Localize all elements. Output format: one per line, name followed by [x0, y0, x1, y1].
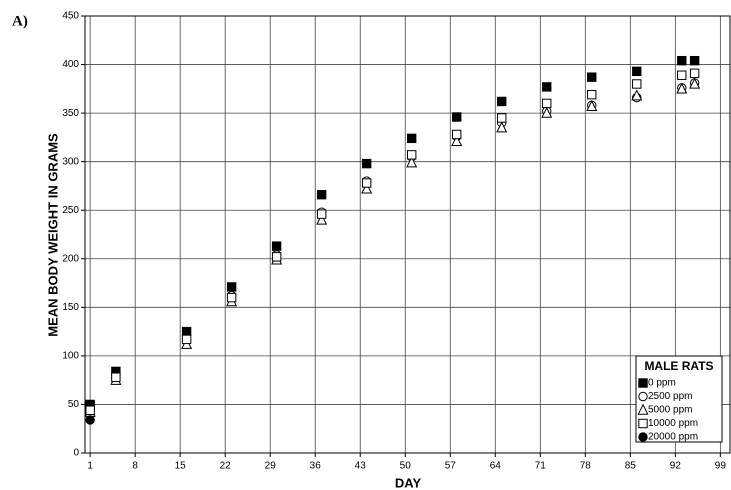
- y-tick-label: 0: [73, 448, 79, 459]
- x-tick-label: 99: [715, 461, 727, 472]
- marker: [451, 112, 462, 122]
- legend-label: 20000 ppm: [648, 432, 698, 443]
- y-tick-label: 400: [62, 59, 79, 70]
- marker: [271, 241, 282, 251]
- marker: [587, 72, 597, 82]
- x-tick-label: 57: [445, 461, 457, 472]
- x-tick-label: 85: [625, 461, 637, 472]
- marker: [676, 82, 688, 94]
- legend-marker: [638, 432, 648, 442]
- marker: [497, 113, 507, 123]
- y-tick-label: 300: [62, 156, 79, 167]
- marker: [181, 334, 192, 345]
- marker: [586, 99, 598, 112]
- marker: [631, 89, 643, 101]
- marker: [406, 133, 417, 144]
- x-axis-label: DAY: [395, 475, 422, 490]
- legend-marker: [637, 403, 649, 415]
- marker: [226, 292, 237, 303]
- marker: [181, 326, 192, 337]
- y-tick-label: 350: [62, 108, 79, 119]
- marker: [85, 405, 95, 415]
- y-tick-label: 100: [62, 351, 79, 362]
- marker: [406, 156, 418, 168]
- marker: [316, 209, 327, 219]
- x-tick-label: 92: [670, 461, 682, 472]
- marker: [497, 96, 507, 107]
- marker: [632, 66, 642, 77]
- marker: [677, 55, 687, 66]
- marker: [361, 158, 372, 169]
- y-tick-label: 50: [68, 399, 80, 410]
- legend-label: 5000 ppm: [648, 405, 692, 416]
- y-tick-label: 150: [62, 302, 79, 313]
- marker: [689, 77, 701, 89]
- y-tick-label: 250: [62, 205, 79, 216]
- marker: [451, 134, 463, 146]
- plot-frame: [84, 15, 731, 454]
- legend-label: 0 ppm: [648, 378, 676, 389]
- marker: [316, 189, 327, 200]
- legend-title: MALE RATS: [644, 359, 713, 373]
- marker: [689, 68, 700, 78]
- x-tick-label: 15: [175, 461, 187, 472]
- legend-marker: [638, 391, 648, 402]
- legend-box: [635, 355, 723, 443]
- x-tick-label: 78: [580, 461, 592, 472]
- x-tick-label: 22: [220, 461, 232, 472]
- marker: [406, 150, 417, 160]
- legend: MALE RATS 0 ppm 2500 ppm 5000 ppm 10000 ppm 2…: [635, 355, 723, 443]
- marker: [316, 213, 328, 225]
- legend-label: 10000 ppm: [648, 418, 698, 429]
- marker: [496, 121, 508, 133]
- x-tick-label: 36: [310, 461, 322, 472]
- marker: [677, 70, 687, 80]
- x-tick-label: 8: [132, 461, 138, 472]
- marker: [632, 79, 642, 89]
- marker: [542, 98, 552, 109]
- legend-marker: [638, 378, 648, 388]
- marker: [689, 55, 700, 66]
- x-tick-label: 1: [87, 461, 93, 472]
- x-tick-label: 64: [490, 461, 502, 472]
- y-axis-label: MEAN BODY WEIGHT IN GRAMS: [45, 133, 60, 337]
- panel-label: A): [12, 13, 28, 29]
- y-tick-label: 450: [62, 11, 79, 22]
- marker: [271, 252, 282, 262]
- x-tick-label: 50: [400, 461, 412, 472]
- marker: [361, 182, 373, 194]
- marker: [587, 89, 597, 100]
- x-tick-label: 29: [265, 461, 277, 472]
- legend-label: 2500 ppm: [648, 391, 692, 402]
- marker: [361, 178, 372, 188]
- x-tick-label: 71: [535, 461, 547, 472]
- x-tick-label: 43: [355, 461, 367, 472]
- marker: [85, 415, 95, 425]
- marker: [542, 82, 552, 92]
- marker: [226, 282, 237, 292]
- legend-marker: [638, 418, 648, 429]
- marker: [451, 129, 462, 140]
- marker: [111, 372, 121, 382]
- marker: [541, 106, 553, 118]
- y-tick-label: 200: [62, 253, 79, 264]
